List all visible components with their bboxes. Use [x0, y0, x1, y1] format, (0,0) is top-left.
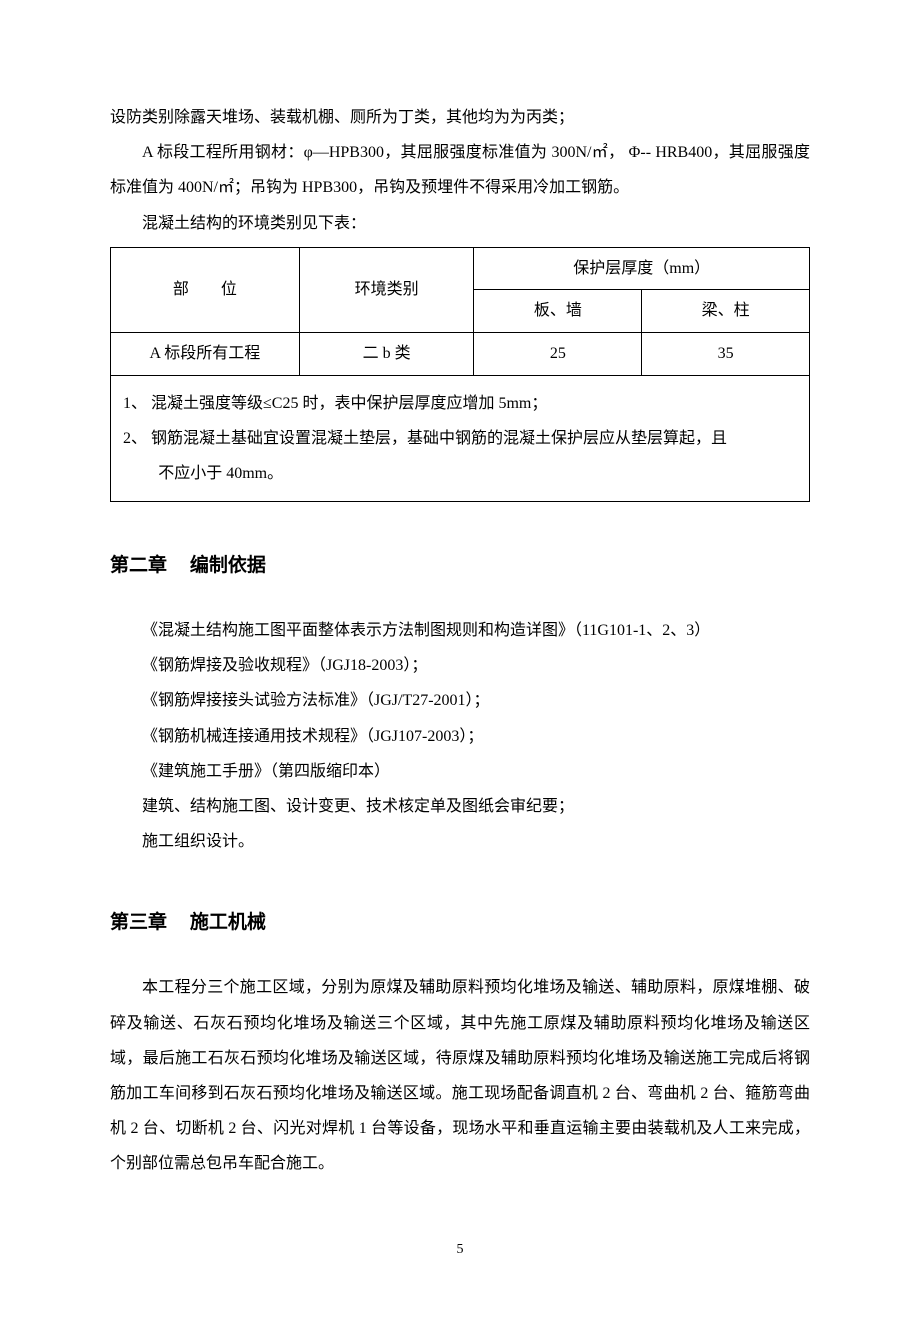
header-slab-wall: 板、墙: [474, 290, 642, 333]
table-header-row-1: 部位 环境类别 保护层厚度（mm）: [111, 247, 810, 290]
references-list: 《混凝土结构施工图平面整体表示方法制图规则和构造详图》（11G101-1、2、3…: [110, 613, 810, 859]
ref-item: 《建筑施工手册》（第四版缩印本）: [110, 754, 810, 789]
chapter-3-body: 本工程分三个施工区域，分别为原煤及辅助原料预均化堆场及输送、辅助原料，原煤堆棚、…: [110, 970, 810, 1181]
chapter-3-title: 施工机械: [190, 912, 266, 933]
header-position-b: 位: [221, 281, 237, 298]
ref-item: 建筑、结构施工图、设计变更、技术核定单及图纸会审纪要；: [110, 789, 810, 824]
chapter-2-title: 编制依据: [190, 555, 266, 576]
chapter-2-label: 第二章: [110, 555, 167, 576]
ref-item: 施工组织设计。: [110, 824, 810, 859]
note-2a: 2、 钢筋混凝土基础宜设置混凝土垫层，基础中钢筋的混凝土保护层应从垫层算起，且: [123, 421, 797, 456]
cell-beam-col: 35: [642, 332, 810, 375]
header-beam-col: 梁、柱: [642, 290, 810, 333]
page-number: 5: [110, 1242, 810, 1258]
note-1: 1、 混凝土强度等级≤C25 时，表中保护层厚度应增加 5mm；: [123, 386, 797, 421]
env-cover-table: 部位 环境类别 保护层厚度（mm） 板、墙 梁、柱 A 标段所有工程 二 b 类…: [110, 247, 810, 502]
cell-position: A 标段所有工程: [111, 332, 300, 375]
cell-slab-wall: 25: [474, 332, 642, 375]
ref-item: 《混凝土结构施工图平面整体表示方法制图规则和构造详图》（11G101-1、2、3…: [110, 613, 810, 648]
ref-item: 《钢筋焊接及验收规程》（JGJ18-2003）；: [110, 648, 810, 683]
table-notes: 1、 混凝土强度等级≤C25 时，表中保护层厚度应增加 5mm； 2、 钢筋混凝…: [111, 375, 810, 502]
header-env: 环境类别: [299, 247, 474, 332]
chapter-3-heading: 第三章 施工机械: [110, 907, 810, 934]
header-position-a: 部: [173, 281, 189, 298]
header-position: 部位: [111, 247, 300, 332]
intro-paragraph-3: 混凝土结构的环境类别见下表：: [110, 206, 810, 241]
intro-paragraph-1: 设防类别除露天堆场、装载机棚、厕所为丁类，其他均为为丙类；: [110, 100, 810, 135]
table-notes-row: 1、 混凝土强度等级≤C25 时，表中保护层厚度应增加 5mm； 2、 钢筋混凝…: [111, 375, 810, 502]
table-data-row: A 标段所有工程 二 b 类 25 35: [111, 332, 810, 375]
ref-item: 《钢筋焊接接头试验方法标准》（JGJ/T27-2001）；: [110, 683, 810, 718]
chapter-2-heading: 第二章 编制依据: [110, 550, 810, 577]
chapter-3-label: 第三章: [110, 912, 167, 933]
ref-item: 《钢筋机械连接通用技术规程》（JGJ107-2003）；: [110, 719, 810, 754]
cell-env: 二 b 类: [299, 332, 474, 375]
note-2b: 不应小于 40mm。: [123, 456, 797, 491]
header-cover: 保护层厚度（mm）: [474, 247, 810, 290]
intro-paragraph-2: A 标段工程所用钢材：φ—HPB300，其屈服强度标准值为 300N/㎡， Φ-…: [110, 135, 810, 205]
